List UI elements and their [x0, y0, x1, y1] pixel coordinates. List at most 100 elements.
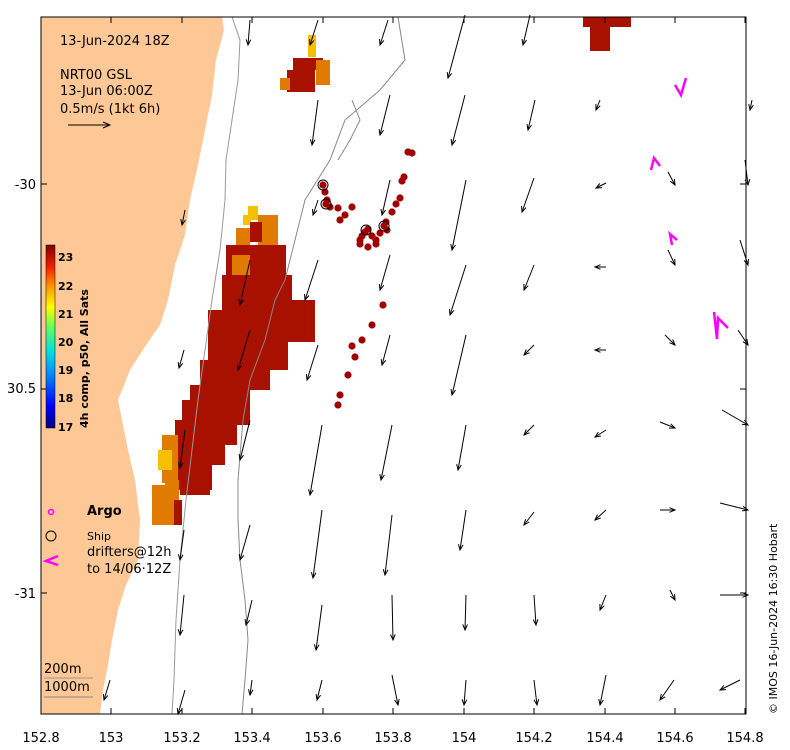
vector-arrowhead [523, 283, 529, 292]
current-vector [594, 429, 607, 438]
current-vector [247, 19, 251, 46]
drifter-dot [336, 391, 344, 399]
current-vector [521, 177, 535, 213]
scale-arrow [68, 121, 112, 129]
vector-arrowhead [449, 308, 455, 317]
current-vector [391, 674, 399, 706]
ship-legend-icon [45, 530, 57, 542]
drifter-dot [372, 240, 380, 248]
current-vector [523, 264, 535, 291]
vector-arrowhead [238, 454, 244, 462]
sst-patch [248, 206, 258, 220]
current-vector [304, 259, 319, 301]
vector-arrowhead [102, 693, 109, 702]
vector-arrowhead [659, 693, 666, 702]
vector-arrowhead [177, 554, 184, 562]
vector-arrowhead [390, 634, 396, 642]
vector-arrowhead [598, 699, 604, 707]
map-date: 13-Jun-2024 18Z [60, 34, 170, 49]
drifter-dot [319, 181, 327, 189]
vector-arrowhead [236, 363, 243, 372]
current-vector [451, 334, 467, 396]
current-vector [667, 171, 676, 186]
sst-patch [158, 450, 172, 470]
drifter-dot [356, 240, 364, 248]
current-vector [245, 599, 253, 626]
x-tick-label: 154.4 [586, 731, 623, 746]
vector-arrowhead [668, 423, 677, 429]
vector-arrowhead [748, 104, 754, 112]
vector-arrowhead [594, 514, 601, 521]
product-name: NRT00 GSL [60, 68, 132, 83]
vector-arrowhead [458, 544, 464, 552]
drifter-dot [364, 243, 372, 251]
current-vector [380, 424, 393, 481]
vector-arrowhead [450, 244, 456, 252]
current-vector [449, 264, 467, 316]
vector-arrowhead [456, 463, 462, 472]
current-vector [316, 679, 323, 701]
vector-arrowhead [526, 124, 532, 132]
y-axis-labels: -30 30.5 -31 [7, 178, 36, 602]
drifter-dot [341, 211, 349, 219]
vector-arrowhead [532, 619, 539, 627]
current-vector [177, 689, 186, 715]
drifter-dot [404, 148, 412, 156]
colorbar-gradient [45, 244, 56, 429]
sst-patch [243, 215, 251, 225]
vector-arrowhead [245, 39, 252, 47]
current-vector [312, 509, 323, 579]
current-vector [595, 182, 607, 189]
drifter-dot [392, 200, 400, 208]
colorbar-tick: 18 [58, 392, 73, 405]
drifter-dot [376, 229, 384, 237]
vector-arrowhead [743, 258, 749, 267]
current-vector [311, 99, 319, 146]
current-vector [522, 14, 531, 46]
sst-patch [180, 470, 210, 495]
drifters-legend-label: drifters@12h [87, 545, 172, 560]
ship-legend-label: Ship [87, 530, 111, 543]
sst-overlay [152, 17, 631, 525]
y-tick-label: 30.5 [7, 382, 36, 397]
colorbar-tick: 19 [58, 364, 73, 377]
x-tick-label: 154 [452, 731, 477, 746]
sst-colorbar: 23 22 21 20 19 18 17 4h comp, p50, All S… [45, 244, 91, 434]
current-vector [181, 209, 186, 226]
sst-patch [287, 70, 315, 92]
drifter-dot [334, 401, 342, 409]
vector-arrowhead [247, 689, 254, 697]
current-vector [239, 419, 251, 461]
vector-arrowhead [177, 629, 184, 637]
drifter-legend-icon [42, 554, 59, 567]
current-vector [381, 334, 391, 366]
vector-arrowhead [446, 72, 453, 80]
current-vector [309, 19, 319, 46]
vector-arrowhead [669, 507, 677, 513]
vector-arrowhead [521, 39, 527, 47]
drifter-dot [388, 208, 396, 216]
current-vector [721, 409, 749, 426]
ship-marker [320, 198, 332, 210]
current-vector [463, 679, 467, 706]
sst-patch [293, 58, 323, 70]
isobath-1000m-label: 1000m [44, 680, 90, 695]
vector-arrowhead [380, 359, 387, 367]
vector-arrowhead [309, 139, 316, 147]
current-vector [249, 679, 253, 696]
current-vector [523, 344, 535, 356]
x-tick-label: 154.2 [515, 731, 552, 746]
argo-marker [712, 311, 729, 340]
sst-patch [175, 420, 225, 465]
drifter-dot [344, 371, 352, 379]
scale-text: 0.5m/s (1kt 6h) [60, 102, 161, 117]
drifter-dot [351, 353, 359, 361]
current-vector [599, 674, 607, 706]
argo-marker [673, 77, 688, 99]
vector-arrowhead [533, 699, 540, 707]
x-tick-label: 154.6 [656, 731, 693, 746]
current-vector [381, 179, 391, 216]
drifter-tracks [317, 148, 416, 409]
current-vectors [102, 14, 754, 716]
vector-arrowhead [310, 572, 317, 580]
